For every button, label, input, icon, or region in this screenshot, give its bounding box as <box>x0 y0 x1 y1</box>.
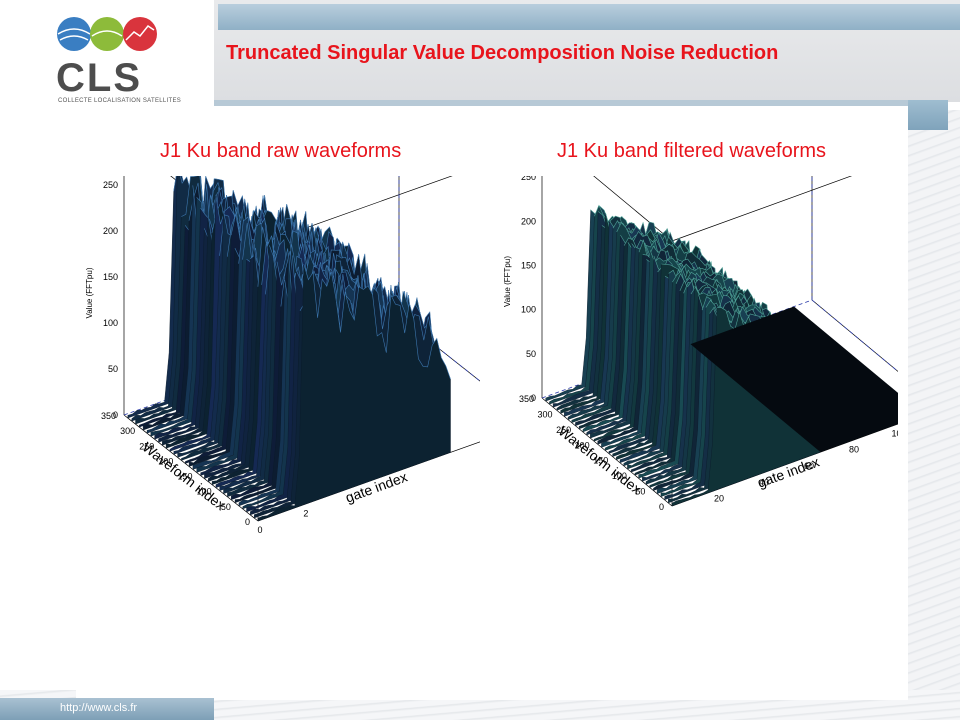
z-axis-label: Value (FFTpu) <box>503 256 512 307</box>
z-tick-label: 50 <box>108 364 118 374</box>
header-tab <box>908 100 948 130</box>
z-tick-label: 100 <box>521 305 536 315</box>
y-tick-label: 150 <box>178 472 193 482</box>
surface-plot-raw: 300250200150100500Value (FFTpu)350300250… <box>85 176 480 535</box>
chart-title-raw: J1 Ku band raw waveforms <box>160 140 402 162</box>
header-accent-strip <box>218 4 960 30</box>
y-tick-label: 50 <box>221 502 231 512</box>
logo-subtitle: COLLECTE LOCALISATION SATELLITES <box>58 98 182 104</box>
z-tick-label: 150 <box>103 272 118 282</box>
header-underline-strip <box>214 100 908 106</box>
y-tick-label: 0 <box>245 517 250 527</box>
x-tick-label: 20 <box>714 494 724 504</box>
y-tick-label: 350 <box>101 411 116 421</box>
x-tick-label: 80 <box>849 445 859 455</box>
z-tick-label: 150 <box>521 261 536 271</box>
logo-globes-icon <box>57 17 157 51</box>
y-tick-label: 200 <box>158 456 173 466</box>
z-tick-label: 100 <box>103 318 118 328</box>
x-tick-label: 60 <box>804 461 814 471</box>
z-tick-label: 250 <box>521 176 536 182</box>
y-tick-label: 300 <box>538 409 553 419</box>
z-tick-label: 0 <box>113 410 118 420</box>
plot-top-edge-front <box>671 176 853 242</box>
y-tick-label: 0 <box>659 502 664 512</box>
chart-filtered: 300250200150100500Value (FFTpu)350300250… <box>498 176 898 646</box>
waveform-crest <box>668 267 773 364</box>
z-tick-label: 200 <box>103 226 118 236</box>
waveform-crest <box>303 264 451 380</box>
x-tick-label: 2 <box>303 509 308 519</box>
footer-bar <box>0 698 214 720</box>
footer-url: http://www.cls.fr <box>60 702 138 714</box>
plot-back-frame <box>541 176 813 398</box>
floor-surface <box>690 306 898 453</box>
z-tick-label: 250 <box>103 180 118 190</box>
y-tick-label: 150 <box>593 456 608 466</box>
plot-back-frame <box>123 176 400 415</box>
background-decoration <box>908 110 960 710</box>
x-tick-label: 0 <box>257 525 262 535</box>
y-axis-line <box>541 397 673 507</box>
y-tick-label: 250 <box>556 425 571 435</box>
y-tick-label: 350 <box>519 394 534 404</box>
y-axis-line <box>123 414 259 522</box>
z-tick-label: 0 <box>531 393 536 403</box>
y-tick-label: 200 <box>575 440 590 450</box>
logo-text: CLS <box>56 56 142 100</box>
x-tick-label: 100 <box>891 428 898 438</box>
y-tick-label: 100 <box>612 471 627 481</box>
z-tick-label: 50 <box>526 349 536 359</box>
y-tick-label: 250 <box>139 441 154 451</box>
floor-guide <box>811 299 898 372</box>
x-tick-label: 40 <box>759 477 769 487</box>
chart-raw: 300250200150100500Value (FFTpu)350300250… <box>80 176 480 646</box>
chart-title-filtered: J1 Ku band filtered waveforms <box>557 140 827 162</box>
y-tick-label: 100 <box>197 487 212 497</box>
z-axis-label: Value (FFTpu) <box>85 267 94 318</box>
slide-title: Truncated Singular Value Decomposition N… <box>226 42 779 64</box>
cls-logo: CLS COLLECTE LOCALISATION SATELLITES <box>40 8 200 104</box>
y-tick-label: 50 <box>635 487 645 497</box>
y-tick-label: 300 <box>120 426 135 436</box>
surface-plot-filtered: 300250200150100500Value (FFTpu)350300250… <box>503 176 898 512</box>
z-tick-label: 200 <box>521 216 536 226</box>
